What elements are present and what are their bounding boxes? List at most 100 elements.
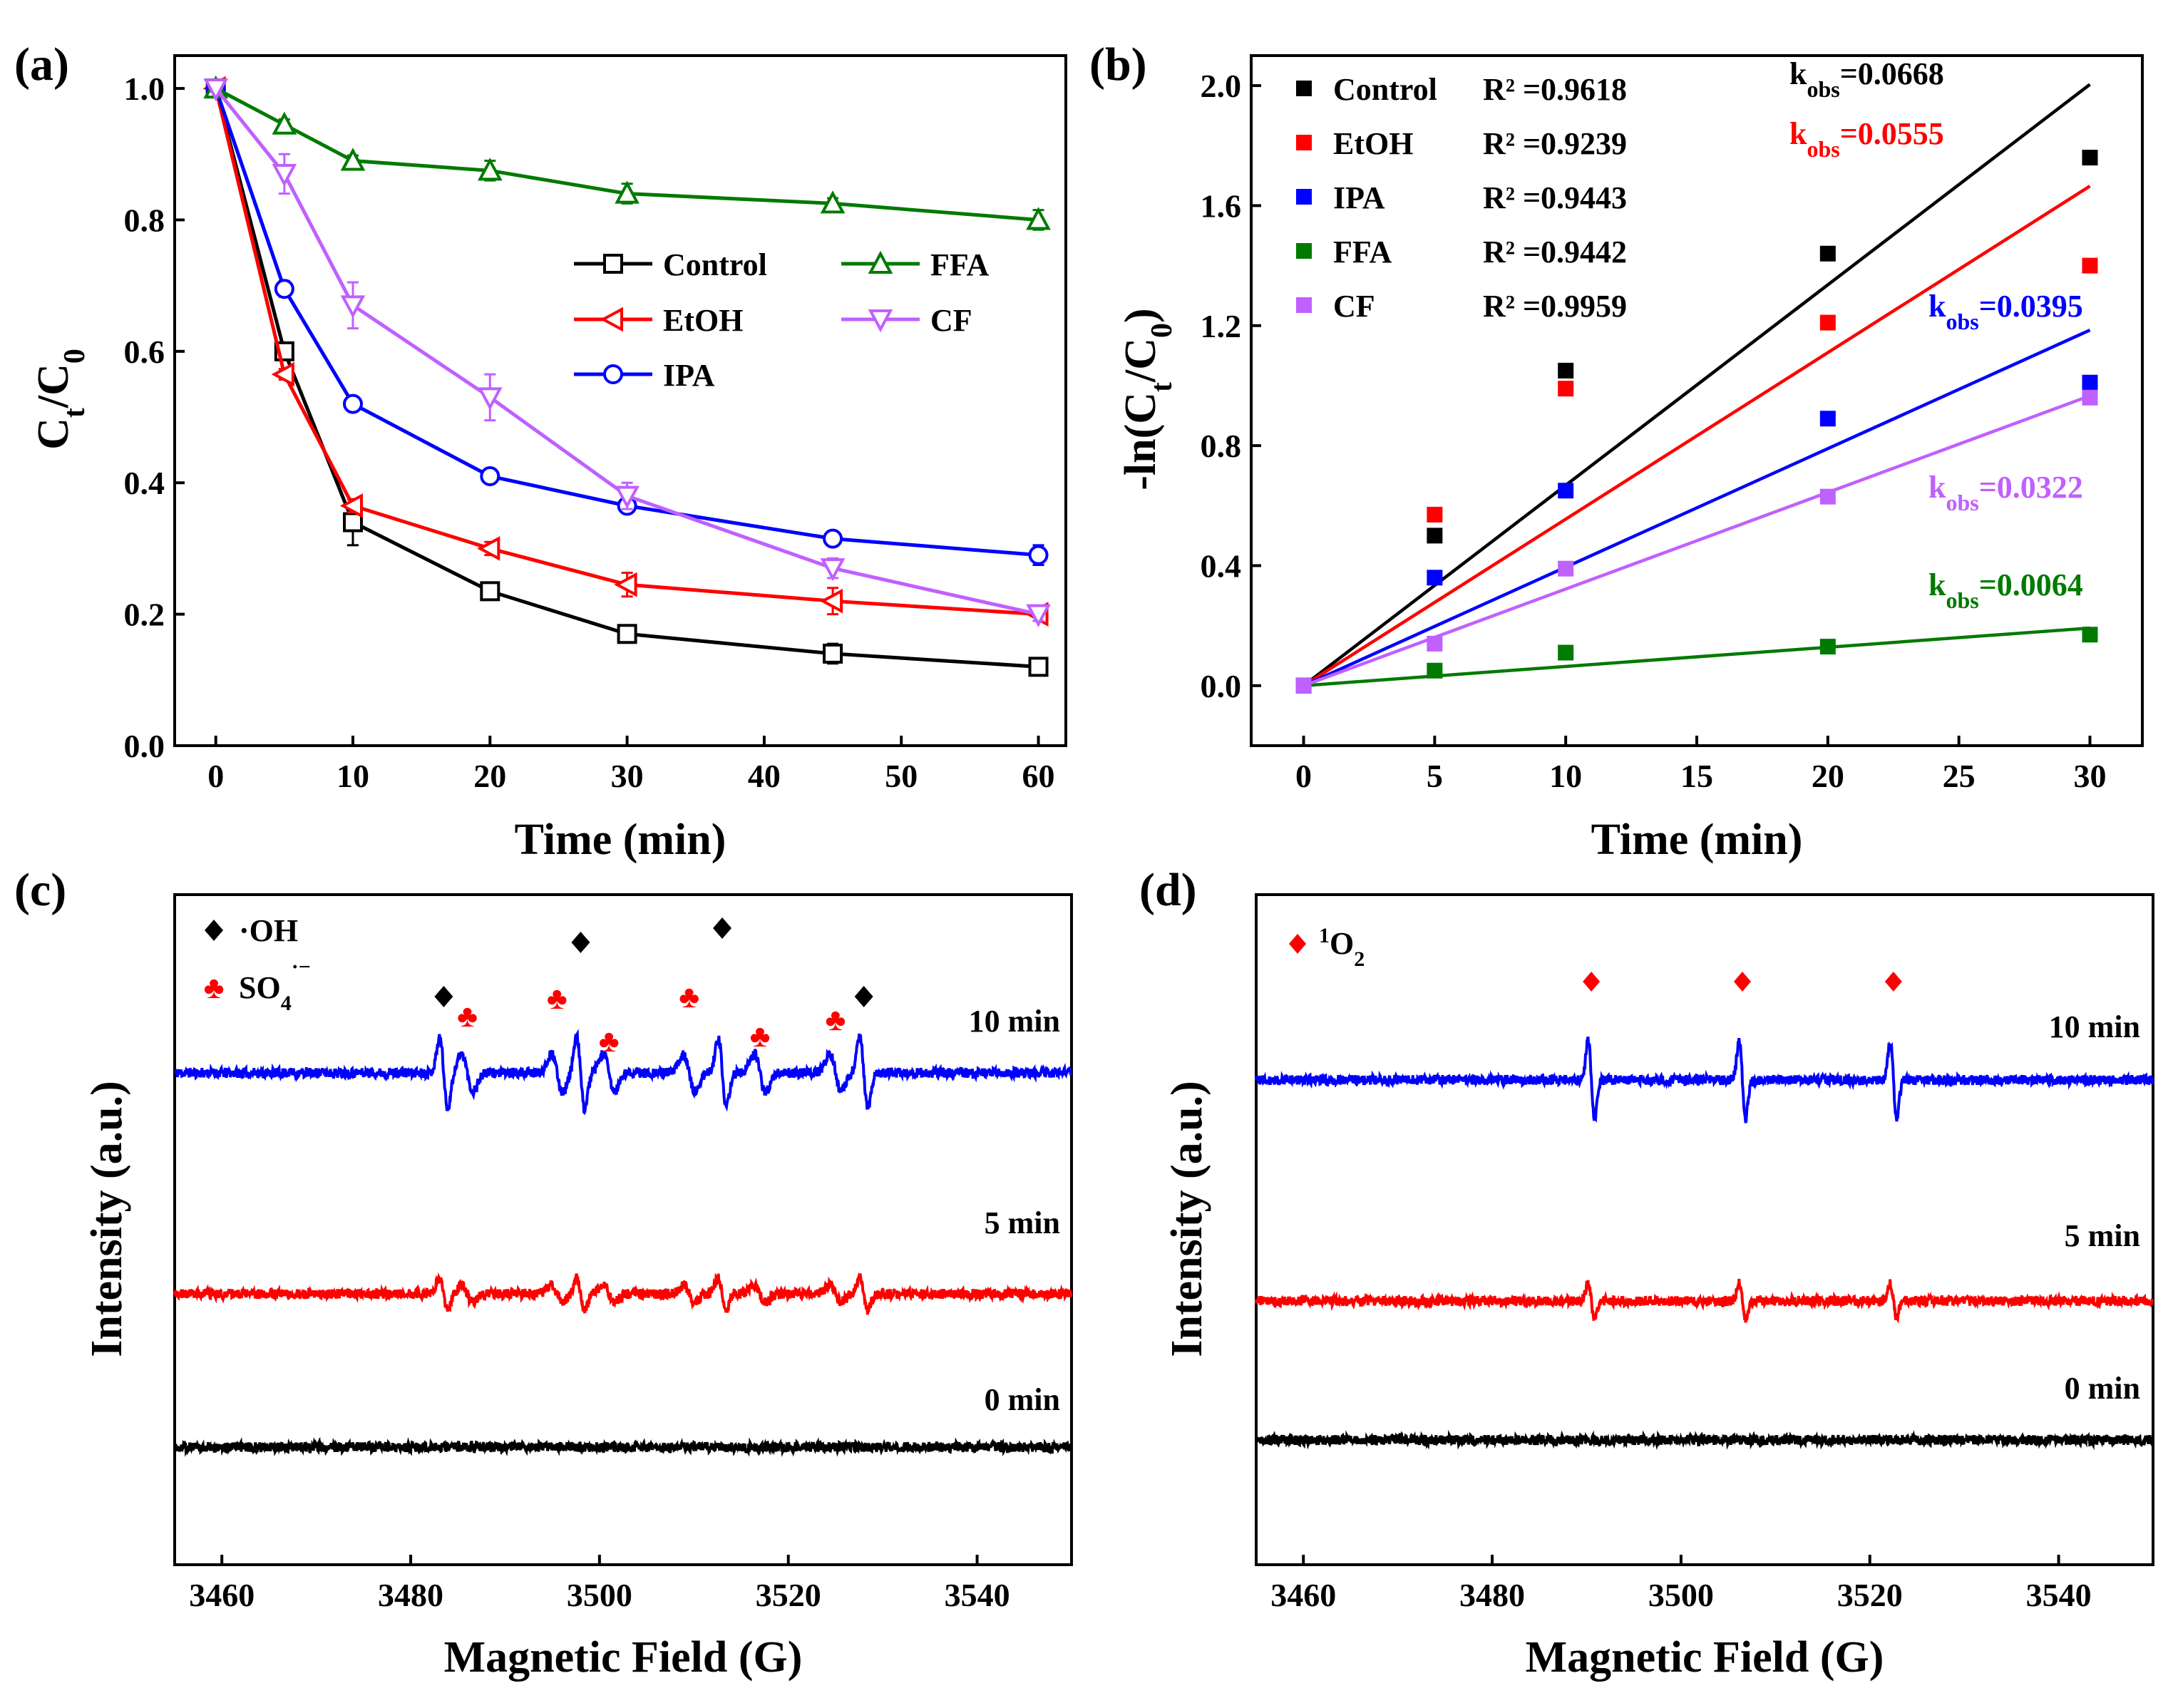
chart-a-frame (173, 54, 1067, 747)
chart-a-x-tick-label: 0 (207, 758, 224, 794)
chart-a-legend-label-ffa: FFA (930, 247, 989, 282)
chart-a-legend-marker-ffa (868, 250, 893, 274)
chart-c-so4-peak-marker: ♣ (457, 999, 478, 1034)
chart-c-spectrum-label-0-min: 0 min (985, 1382, 1060, 1417)
chart-a-y-tick-label: 0.4 (124, 465, 165, 501)
chart-b-point-control (2082, 150, 2098, 166)
chart-a-point-etoh (339, 493, 363, 518)
chart-b-legend-marker-cf (1296, 297, 1312, 313)
chart-b-y-tick-label: 1.6 (1201, 187, 1242, 224)
chart-c-oh-peak-marker (434, 986, 453, 1007)
chart-a-point-control (343, 512, 363, 533)
chart-a-x-tick-label: 50 (885, 758, 918, 794)
chart-d-frame (1255, 893, 2154, 1566)
chart-d-singlet-oxygen-peak-marker (1733, 972, 1751, 992)
chart-c-oh-peak-marker (571, 932, 590, 953)
chart-b-y-tick-label: 0.4 (1201, 547, 1242, 584)
chart-b-legend-label-ffa: FFA (1333, 235, 1392, 269)
chart-b-fit-line-cf (1303, 394, 2091, 687)
chart-b-point-control (1819, 245, 1836, 262)
chart-a-point-cf (477, 387, 503, 411)
chart-d-x-tick-label: 3540 (2026, 1577, 2092, 1613)
chart-b-y-tick-label: 0.8 (1201, 428, 1242, 464)
chart-c-x-tick-label: 3520 (756, 1577, 821, 1613)
chart-b-x-tick-label: 0 (1295, 758, 1312, 794)
chart-d-spectrum-label-5-min: 5 min (2065, 1218, 2140, 1253)
chart-c-so4-peak-marker: ♣ (750, 1019, 771, 1054)
chart-a-point-control (1028, 657, 1049, 677)
chart-b-legend-label-cf: CF (1333, 289, 1375, 324)
chart-d-x-tick-label: 3520 (1837, 1577, 1903, 1613)
chart-a-y-tick-label: 0.6 (124, 334, 165, 370)
chart-d-singlet-oxygen-peak-marker (1884, 972, 1902, 992)
chart-b-point-ipa (1558, 483, 1574, 499)
chart-a-point-ffa (1026, 207, 1051, 230)
chart-a-legend-marker-control (603, 254, 623, 274)
chart-d-spectrum-10-min (1255, 1036, 2154, 1123)
chart-b-point-ffa (1558, 644, 1574, 661)
chart-b-x-tick-label: 10 (1549, 758, 1582, 794)
chart-a-x-axis-label: Time (min) (515, 816, 726, 864)
chart-a-point-cf (340, 295, 366, 319)
chart-a-point-ipa (343, 393, 363, 414)
chart-c-so4-peak-marker: ♣ (547, 981, 567, 1016)
chart-a-point-ipa (823, 528, 843, 549)
chart-c-spectrum-5-min (173, 1272, 1073, 1315)
chart-b-legend-marker-ffa (1296, 243, 1312, 259)
chart-b-kobs-label-control: kobs=0.0668 (1789, 56, 1944, 102)
chart-d-spectrum-label-0-min: 0 min (2065, 1371, 2140, 1406)
chart-d-legend-label: 1O2 (1319, 924, 1365, 971)
chart-b-y-axis-label: -ln(Ct/C0) (1116, 308, 1178, 490)
chart-a-point-control (480, 581, 500, 602)
panel-label-b: (b) (1089, 38, 1147, 91)
chart-a-point-ipa (1028, 545, 1049, 565)
chart-a-legend-label-ipa: IPA (663, 358, 715, 393)
chart-d: 3460 3480 3500 3520 3540 10 min 5 min 0 min 1O2… (1163, 893, 2154, 1682)
chart-b-point-etoh (1427, 506, 1443, 523)
chart-b-frame (1250, 54, 2144, 747)
chart-c-x-tick-label: 3540 (945, 1577, 1010, 1613)
chart-a-legend-label-etoh: EtOH (663, 303, 743, 338)
chart-b-point-cf (1558, 560, 1574, 577)
chart-a-series-line-cf (214, 87, 1039, 617)
panel-label-c: (c) (14, 864, 66, 916)
chart-b-legend-r2-ffa: R² =0.9442 (1483, 235, 1627, 269)
chart-b-kobs-label-ipa: kobs=0.0395 (1928, 289, 2083, 334)
chart-d-x-tick-label: 3460 (1270, 1577, 1336, 1613)
chart-c-legend-oh-marker (205, 920, 223, 941)
chart-b-point-cf (1819, 488, 1836, 505)
chart-c-spectrum-0-min (173, 1436, 1073, 1458)
chart-a-point-cf (1026, 604, 1051, 627)
chart-a-legend-marker-ipa (603, 364, 623, 384)
chart-b-point-etoh (2082, 257, 2098, 274)
chart-a-point-ipa (480, 466, 500, 487)
chart-a-legend-marker-cf (868, 309, 893, 333)
chart-b-legend-label-ipa: IPA (1333, 180, 1385, 215)
chart-a-series-line-etoh (214, 88, 1039, 617)
chart-c-frame (173, 893, 1073, 1566)
chart-b-x-tick-label: 20 (1812, 758, 1844, 794)
chart-a-point-ipa (274, 279, 294, 299)
chart-d-spectrum-0-min (1255, 1429, 2154, 1451)
chart-b-x-tick-label: 25 (1943, 758, 1976, 794)
chart-b-y-tick-label: 0.0 (1201, 668, 1242, 704)
chart-b-kobs-label-ffa: kobs=0.0064 (1928, 567, 2083, 613)
chart-a-point-etoh (614, 572, 637, 597)
panel-label-a: (a) (14, 38, 69, 91)
chart-b: 0 5 10 15 20 25 30 0.0 0.4 0.8 1.2 1.6 2.0 Control R²… (1116, 54, 2144, 864)
chart-c-legend-so4-label: SO4·− (239, 955, 311, 1015)
chart-b-point-etoh (1558, 381, 1574, 397)
chart-c-x-tick-label: 3500 (567, 1577, 632, 1613)
chart-a-x-tick-label: 30 (611, 758, 644, 794)
chart-b-point-cf (1295, 677, 1312, 694)
chart-c-legend-oh-label: ·OH (239, 913, 298, 948)
chart-b-legend-label-etoh: EtOH (1333, 126, 1413, 161)
chart-b-x-tick-label: 5 (1427, 758, 1443, 794)
chart-a-point-etoh (271, 361, 294, 387)
chart-c-spectrum-10-min (173, 1029, 1073, 1116)
chart-b-point-ffa (1427, 662, 1443, 679)
chart-b-point-cf (1427, 635, 1443, 652)
chart-a-x-tick-label: 10 (337, 758, 369, 794)
chart-d-singlet-oxygen-peak-marker (1583, 972, 1601, 992)
